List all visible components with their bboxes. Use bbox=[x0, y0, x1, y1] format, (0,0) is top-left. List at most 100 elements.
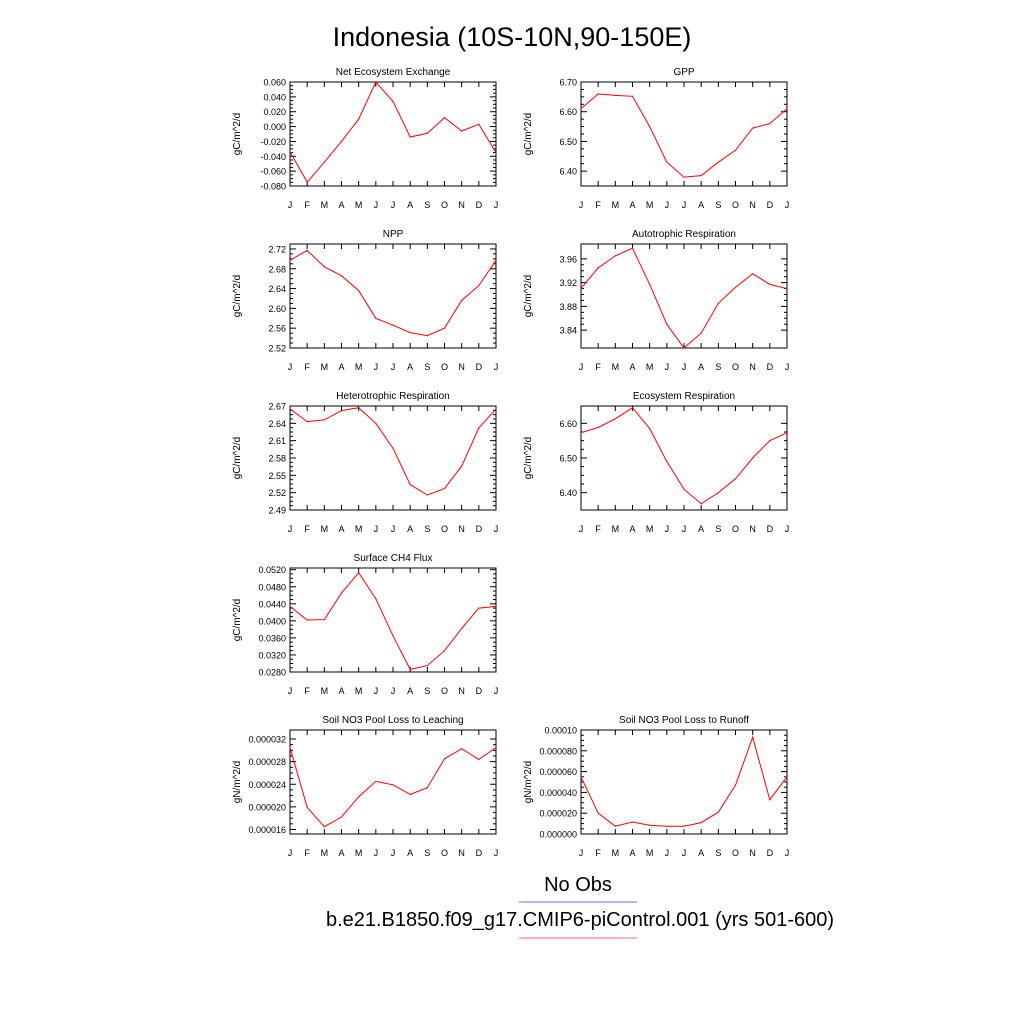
data-point bbox=[443, 650, 446, 652]
data-point bbox=[426, 494, 428, 496]
x-tick-label: N bbox=[458, 524, 465, 534]
y-tick-label: 0.060 bbox=[263, 78, 286, 88]
data-point bbox=[786, 108, 788, 110]
data-point bbox=[786, 287, 788, 290]
data-point bbox=[306, 181, 308, 183]
y-tick-label: 0.0360 bbox=[258, 633, 286, 643]
data-point bbox=[700, 503, 702, 505]
data-point bbox=[426, 132, 428, 134]
x-tick-label: M bbox=[646, 848, 654, 858]
y-tick-label: 0.000028 bbox=[248, 757, 286, 767]
data-point bbox=[375, 422, 377, 424]
y-tick-label: 2.64 bbox=[268, 419, 286, 429]
x-tick-label: J bbox=[374, 686, 379, 696]
x-tick-label: D bbox=[767, 848, 774, 858]
y-axis-label: gN/m^2/d bbox=[523, 761, 534, 804]
legend-label-model: b.e21.B1850.f09_g17.CMIP6-piControl.001 … bbox=[326, 909, 834, 931]
x-tick-label: M bbox=[612, 848, 620, 858]
x-tick-label: J bbox=[391, 848, 396, 858]
data-point bbox=[597, 426, 599, 429]
x-tick-label: M bbox=[321, 362, 329, 372]
x-tick-label: J bbox=[579, 362, 584, 372]
data-point bbox=[392, 100, 394, 102]
data-point bbox=[323, 419, 325, 421]
x-tick-label: M bbox=[646, 200, 654, 210]
data-point bbox=[340, 410, 343, 412]
data-point bbox=[700, 175, 702, 177]
x-tick-label: M bbox=[612, 362, 620, 372]
data-point bbox=[631, 247, 634, 249]
x-tick-label: A bbox=[407, 524, 413, 534]
y-axis-label: gC/m^2/d bbox=[523, 113, 534, 156]
data-point bbox=[461, 130, 463, 132]
data-point bbox=[478, 123, 480, 125]
data-point bbox=[666, 161, 668, 163]
x-tick-label: J bbox=[682, 848, 687, 858]
data-point bbox=[392, 324, 394, 326]
x-tick-label: O bbox=[441, 686, 448, 696]
y-tick-label: 2.49 bbox=[268, 506, 286, 516]
x-tick-label: S bbox=[424, 362, 430, 372]
data-point bbox=[478, 427, 480, 429]
y-tick-label: 2.55 bbox=[268, 471, 286, 481]
y-tick-label: -0.020 bbox=[260, 137, 286, 147]
x-tick-label: A bbox=[698, 524, 704, 534]
data-point bbox=[340, 592, 343, 594]
data-point bbox=[495, 259, 497, 261]
y-tick-label: 3.88 bbox=[559, 302, 577, 312]
y-tick-label: 0.000080 bbox=[539, 746, 577, 756]
x-tick-label: N bbox=[458, 848, 465, 858]
y-axis-label: gC/m^2/d bbox=[232, 599, 243, 642]
x-tick-label: M bbox=[321, 200, 329, 210]
data-point bbox=[461, 299, 463, 302]
data-point bbox=[683, 176, 685, 178]
data-point bbox=[717, 811, 719, 813]
y-tick-label: 2.52 bbox=[268, 488, 286, 498]
data-point bbox=[649, 125, 651, 128]
x-tick-label: S bbox=[715, 848, 721, 858]
x-tick-label: J bbox=[682, 524, 687, 534]
x-tick-label: N bbox=[749, 200, 756, 210]
x-tick-label: J bbox=[494, 362, 499, 372]
data-point bbox=[289, 408, 291, 410]
y-tick-label: 6.50 bbox=[559, 137, 577, 147]
y-tick-label: 0.000016 bbox=[248, 825, 286, 835]
data-point bbox=[580, 108, 582, 110]
data-point bbox=[323, 618, 325, 621]
data-point bbox=[478, 285, 480, 287]
x-tick-label: A bbox=[698, 200, 704, 210]
x-tick-label: F bbox=[595, 848, 601, 858]
x-tick-label: J bbox=[374, 362, 379, 372]
x-tick-label: J bbox=[682, 200, 687, 210]
data-point bbox=[631, 407, 634, 409]
data-point bbox=[306, 421, 308, 423]
data-point bbox=[734, 149, 737, 151]
y-tick-label: 2.60 bbox=[268, 304, 286, 314]
x-tick-label: J bbox=[288, 686, 293, 696]
x-tick-label: M bbox=[646, 362, 654, 372]
y-tick-label: 2.56 bbox=[268, 324, 286, 334]
x-tick-label: M bbox=[355, 524, 363, 534]
y-axis-label: gN/m^2/d bbox=[232, 761, 243, 804]
data-point bbox=[375, 780, 377, 783]
y-tick-label: 0.0280 bbox=[258, 668, 286, 678]
legend-label-obs: No Obs bbox=[544, 874, 612, 896]
y-tick-label: 0.00010 bbox=[544, 726, 577, 736]
x-tick-label: A bbox=[407, 362, 413, 372]
data-point bbox=[649, 283, 651, 286]
data-point bbox=[580, 432, 582, 434]
x-tick-label: J bbox=[579, 200, 584, 210]
y-tick-label: 0.000 bbox=[263, 122, 286, 132]
data-point bbox=[409, 483, 411, 486]
x-tick-label: D bbox=[767, 362, 774, 372]
x-tick-label: A bbox=[629, 362, 635, 372]
data-point bbox=[631, 821, 634, 823]
panel-title: Heterotrophic Respiration bbox=[336, 391, 449, 402]
panel-title: Soil NO3 Pool Loss to Leaching bbox=[322, 715, 463, 726]
y-tick-label: -0.040 bbox=[260, 152, 286, 162]
x-tick-label: O bbox=[441, 200, 448, 210]
data-point bbox=[461, 465, 463, 467]
